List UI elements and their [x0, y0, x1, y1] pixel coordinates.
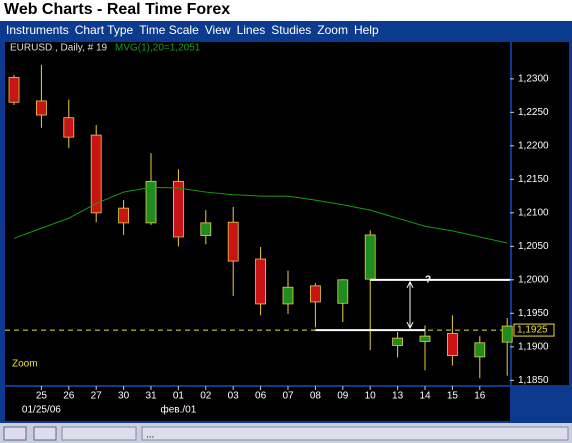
- candle-body: [227, 221, 239, 262]
- candle-body: [255, 258, 267, 305]
- legend: EURUSD , Daily, # 19: [10, 43, 108, 54]
- candle-body: [446, 333, 458, 356]
- window-title: Web Charts - Real Time Forex: [4, 1, 231, 18]
- candle-body: [200, 222, 212, 237]
- button[interactable]: [33, 426, 57, 441]
- x-tick-label: 02: [200, 391, 212, 402]
- x-tick-label: 03: [228, 391, 240, 402]
- chart: ... EURUSD , Daily, # 19 MVG(1),20=1,205…: [0, 40, 572, 443]
- x-tick-label: 27: [91, 391, 103, 402]
- y-tick-label: 1,2150: [518, 174, 549, 185]
- x-tick-label: 07: [282, 391, 294, 402]
- x-tick-label: 08: [310, 391, 322, 402]
- candle-body: [309, 285, 321, 303]
- menu-item[interactable]: View: [204, 23, 231, 37]
- y-tick-label: 1,1950: [518, 308, 549, 319]
- candle-body: [337, 279, 349, 304]
- button[interactable]: [3, 426, 27, 441]
- menu-item[interactable]: Help: [353, 23, 379, 37]
- menu-bar: Instruments Chart Type Time Scale View Lines…: [0, 21, 572, 40]
- ma-label: MVG(1),20=1,2051: [115, 43, 201, 54]
- menu-item[interactable]: Zoom: [317, 23, 348, 37]
- y-tick-label: 1,2000: [518, 274, 549, 285]
- x-tick-label: 13: [392, 391, 404, 402]
- candle-body: [118, 207, 129, 224]
- menu-item[interactable]: Lines: [236, 23, 266, 37]
- candle-body: [63, 117, 75, 138]
- candle-body: [8, 77, 20, 103]
- status-field: [141, 426, 569, 441]
- y-tick-label: 1,2050: [518, 241, 549, 252]
- x-tick-label: 16: [474, 391, 486, 402]
- y-tick-label: 1,1850: [518, 375, 549, 386]
- candle-body: [145, 180, 157, 224]
- menu-item[interactable]: Instruments: [6, 23, 69, 37]
- y-tick-label: 1,1900: [518, 341, 549, 352]
- y-tick-label: 1,2200: [518, 140, 549, 151]
- price-level-box: [513, 323, 555, 337]
- candle-body: [392, 337, 404, 346]
- date-label: 01/25/06: [22, 405, 61, 416]
- zoom-label: Zoom: [12, 359, 38, 370]
- x-tick-label: 15: [447, 391, 459, 402]
- candle-body: [501, 325, 513, 343]
- status-field: [61, 426, 137, 441]
- x-tick-label: 09: [337, 391, 349, 402]
- status-text: ...: [146, 430, 154, 441]
- x-tick-label: 14: [419, 391, 431, 402]
- candle-body: [419, 335, 431, 342]
- x-tick-label: 31: [145, 391, 157, 402]
- x-tick-label: 30: [118, 391, 130, 402]
- candle-body: [172, 180, 184, 238]
- date-area: [5, 387, 510, 421]
- y-tick-label: 1,2100: [518, 207, 549, 218]
- arrow-head: [406, 280, 414, 330]
- candle-body: [282, 286, 294, 305]
- menu-item[interactable]: Studies: [271, 23, 312, 37]
- date-label: фев./01: [161, 404, 197, 416]
- y-tick-label: 1,2250: [518, 107, 549, 118]
- plot-area: [5, 42, 510, 385]
- candle-body: [364, 234, 376, 280]
- x-tick-label: 10: [365, 391, 377, 402]
- x-tick-label: 01: [173, 391, 185, 402]
- menu-item[interactable]: Time Scale: [139, 23, 199, 37]
- candle-body: [474, 342, 486, 358]
- candle-body: [36, 100, 47, 116]
- x-tick-label: 06: [255, 391, 267, 402]
- y-tick-label: 1,2300: [518, 73, 549, 84]
- x-tick-label: 26: [63, 391, 75, 402]
- x-tick-label: 25: [36, 391, 48, 402]
- menu-item[interactable]: Chart Type: [74, 23, 134, 37]
- candle-body: [90, 134, 102, 214]
- ma-line: [13, 186, 508, 244]
- price-level-label: 1,1925: [517, 325, 548, 336]
